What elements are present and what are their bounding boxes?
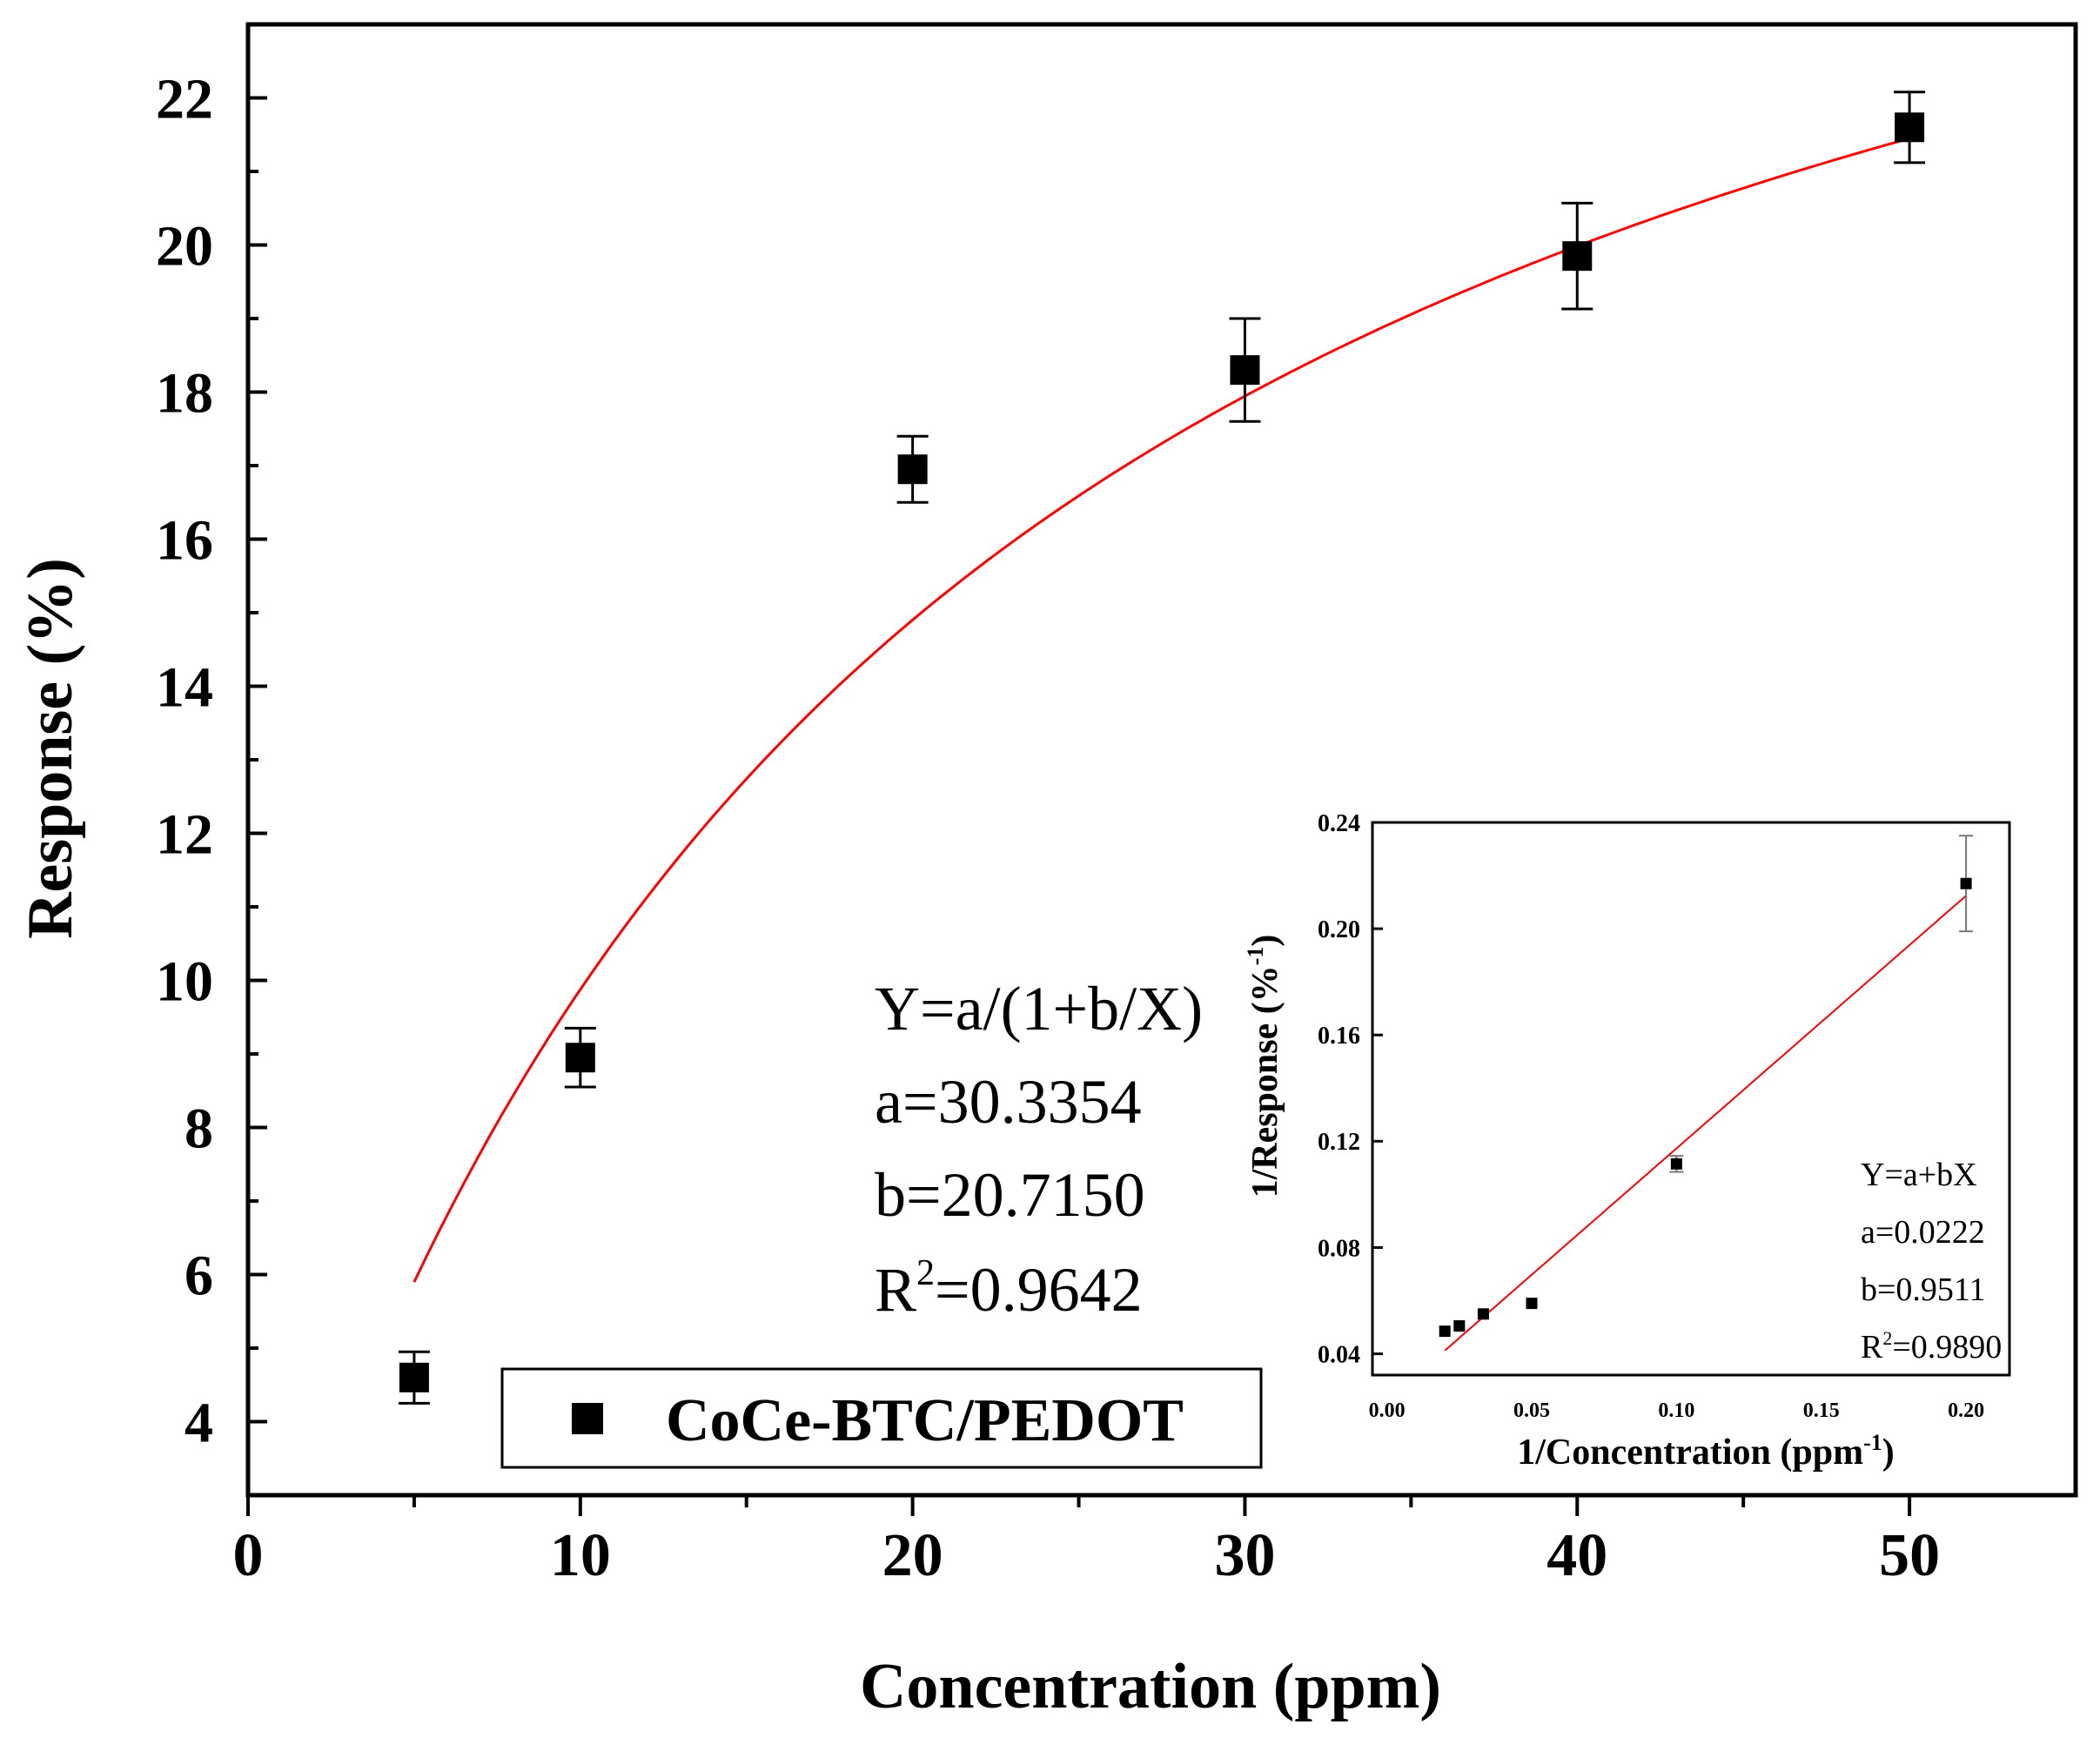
main-fit-r2: R2=0.9642	[875, 1253, 1143, 1325]
main-data-point	[1230, 355, 1260, 386]
main-x-axis-title: Concentration (ppm)	[860, 1651, 1441, 1722]
main-y-axis-title: Response (%)	[15, 558, 86, 939]
inset-data-point	[1439, 1325, 1451, 1338]
main-x-tick-label: 10	[550, 1522, 611, 1589]
main-y-tick-label: 4	[185, 1392, 213, 1455]
main-x-ticks: 0 10 20 30 40 50	[233, 1495, 1940, 1589]
inset-y-tick-label: 0.24	[1318, 810, 1360, 837]
main-fit-curve	[413, 137, 1910, 1283]
inset-y-tick-label: 0.08	[1318, 1235, 1360, 1262]
main-x-tick-label: 30	[1214, 1522, 1275, 1589]
main-x-tick-label: 20	[882, 1522, 943, 1589]
legend: CoCe-BTC/PEDOT	[500, 1367, 1263, 1469]
main-y-tick-label: 8	[185, 1097, 213, 1161]
main-y-tick-label: 22	[156, 68, 213, 131]
inset-data-point	[1526, 1298, 1538, 1310]
main-data-point	[565, 1043, 595, 1073]
inset-x-axis-title: 1/Concentration (ppm-1)	[1517, 1430, 1895, 1473]
inset-y-tick-label: 0.04	[1318, 1341, 1360, 1368]
main-y-tick-label: 10	[156, 950, 213, 1014]
main-data-point	[1562, 241, 1593, 272]
legend-box	[500, 1367, 1263, 1469]
inset-x-tick-label: 0.10	[1658, 1399, 1694, 1422]
inset-fit-curve	[1444, 895, 1967, 1352]
main-y-tick-label: 14	[156, 656, 213, 720]
inset-fit-a-value: a=0.0222	[1861, 1214, 1985, 1251]
inset-x-tick-label: 0.00	[1369, 1399, 1406, 1422]
main-y-tick-label: 20	[156, 215, 213, 278]
inset-data-point	[1453, 1320, 1466, 1332]
main-x-tick-label: 40	[1546, 1522, 1607, 1589]
inset-fit-b-value: b=0.9511	[1861, 1272, 1986, 1308]
inset-x-ticks: 0.00 0.05 0.10 0.15 0.20	[1369, 1399, 1984, 1422]
main-x-tick-label: 50	[1879, 1522, 1940, 1589]
main-fit-curve-group	[413, 137, 1910, 1283]
inset-y-ticks: 0.04 0.08 0.12 0.16 0.20 0.24	[1318, 810, 1383, 1368]
inset-fit-equation: Y=a+bX	[1861, 1157, 1977, 1193]
main-y-tick-label: 6	[185, 1245, 213, 1308]
main-x-tick-label: 0	[233, 1522, 264, 1589]
main-y-tick-label: 16	[156, 509, 213, 573]
main-data-point	[399, 1362, 429, 1392]
main-y-ticks: 4 6 8 10 12 14 16 18 20 22	[156, 68, 267, 1455]
inset-fit-r2: R2=0.9890	[1861, 1327, 2002, 1366]
inset-data-point	[1670, 1158, 1682, 1170]
main-y-tick-label: 12	[156, 803, 213, 867]
inset-y-tick-label: 0.16	[1318, 1023, 1360, 1050]
main-data-point	[1895, 112, 1925, 143]
inset-y-axis-title: 1/Response (%-1)	[1243, 935, 1285, 1198]
main-fit-equation: Y=a/(1+b/X)	[875, 974, 1203, 1043]
main-y-tick-label: 18	[156, 362, 213, 426]
legend-label: CoCe-BTC/PEDOT	[666, 1387, 1184, 1454]
inset-x-tick-label: 0.15	[1803, 1399, 1840, 1422]
main-fit-a-value: a=30.3354	[875, 1067, 1142, 1137]
main-fit-b-value: b=20.7150	[875, 1160, 1145, 1230]
legend-marker	[572, 1403, 603, 1434]
inset-x-tick-label: 0.20	[1948, 1399, 1984, 1422]
inset-data-points	[1439, 835, 1974, 1338]
inset-chart: 0.04 0.08 0.12 0.16 0.20 0.24 0.00 0.05 0.10 0.1…	[1243, 810, 2011, 1473]
inset-y-tick-label: 0.12	[1318, 1129, 1360, 1156]
main-data-point	[897, 454, 928, 485]
inset-data-point	[1477, 1308, 1489, 1320]
inset-plot-frame	[1371, 821, 2011, 1377]
main-data-points	[398, 91, 1926, 1405]
inset-fit-line-group	[1444, 895, 1967, 1352]
inset-y-tick-label: 0.20	[1318, 916, 1360, 943]
inset-data-point	[1960, 877, 1972, 889]
inset-x-tick-label: 0.05	[1513, 1399, 1550, 1422]
